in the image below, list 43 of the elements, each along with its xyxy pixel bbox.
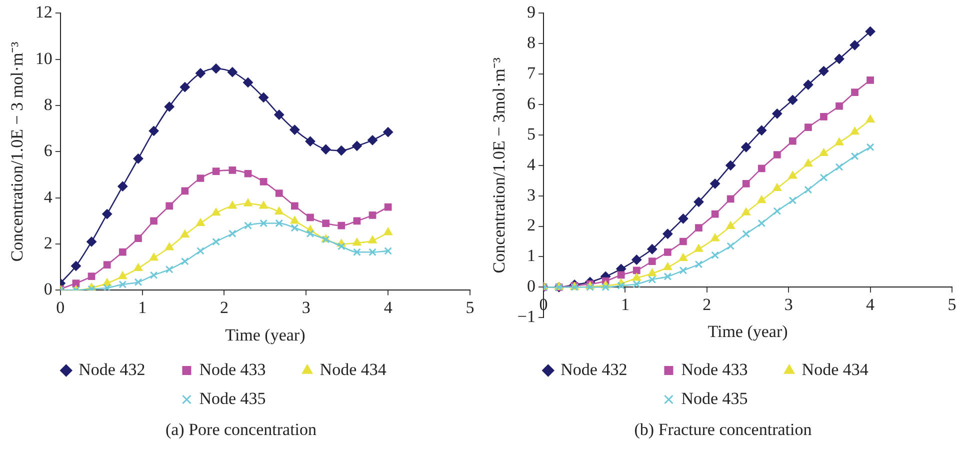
y-tick-label: 7 bbox=[526, 64, 536, 83]
legend-label: Node 432 bbox=[78, 360, 171, 379]
legend-label: Node 434 bbox=[802, 360, 894, 379]
y-tick-label: 6 bbox=[526, 94, 536, 113]
x-axis-title: Time (year) bbox=[708, 322, 788, 342]
text: (a) Pore concentration bbox=[165, 420, 317, 440]
y-tick-label: 5 bbox=[526, 124, 536, 144]
y-tick-label: 0 bbox=[526, 276, 536, 296]
x-tick-label: 5 bbox=[948, 294, 956, 314]
x-tick-label: 3 bbox=[302, 298, 310, 317]
y-tick-label: 2 bbox=[526, 216, 536, 235]
x-tick-label: 4 bbox=[866, 294, 876, 314]
x-axis-title: Time (year) bbox=[225, 325, 306, 344]
legend-label: Node 435 bbox=[681, 388, 774, 408]
x-tick-label: 4 bbox=[384, 298, 393, 317]
y-tick-label: 3 bbox=[526, 185, 536, 204]
legend-label: Node 433 bbox=[199, 360, 292, 379]
x-tick-label: 0 bbox=[56, 298, 65, 317]
y-tick-label: 4 bbox=[526, 154, 536, 174]
x-tick-label: 3 bbox=[784, 294, 793, 314]
legend-label: Node 433 bbox=[681, 360, 774, 379]
legend-label: Node 434 bbox=[320, 360, 412, 379]
y-tick-label: 10 bbox=[35, 48, 52, 68]
y-axis-title: Concentration/1.0E − 3mol·m⁻³ bbox=[490, 58, 509, 274]
y-tick-label: 8 bbox=[526, 33, 536, 52]
legend-label: Node 432 bbox=[560, 360, 653, 379]
y-tick-label: 8 bbox=[44, 95, 52, 114]
x-tick-label: 2 bbox=[702, 294, 712, 314]
y-tick-label: 6 bbox=[44, 141, 52, 160]
y-tick-label: 0 bbox=[44, 280, 52, 299]
text: (b) Fracture concentration bbox=[634, 420, 812, 440]
y-tick-label: 1 bbox=[526, 246, 536, 266]
x-tick-label: 1 bbox=[138, 298, 147, 317]
y-tick-label: −1 bbox=[517, 307, 536, 326]
x-tick-label: 5 bbox=[466, 298, 474, 317]
x-tick-label: 1 bbox=[620, 294, 630, 314]
y-tick-label: 12 bbox=[35, 2, 52, 22]
y-tick-label: 4 bbox=[44, 187, 53, 206]
y-tick-label: 9 bbox=[526, 2, 536, 22]
y-tick-label: 2 bbox=[44, 234, 52, 252]
x-tick-label: 2 bbox=[220, 298, 228, 317]
y-axis-title: Concentration/1.0E − 3 mol·m⁻³ bbox=[8, 42, 27, 262]
legend-label: Node 435 bbox=[199, 388, 292, 408]
